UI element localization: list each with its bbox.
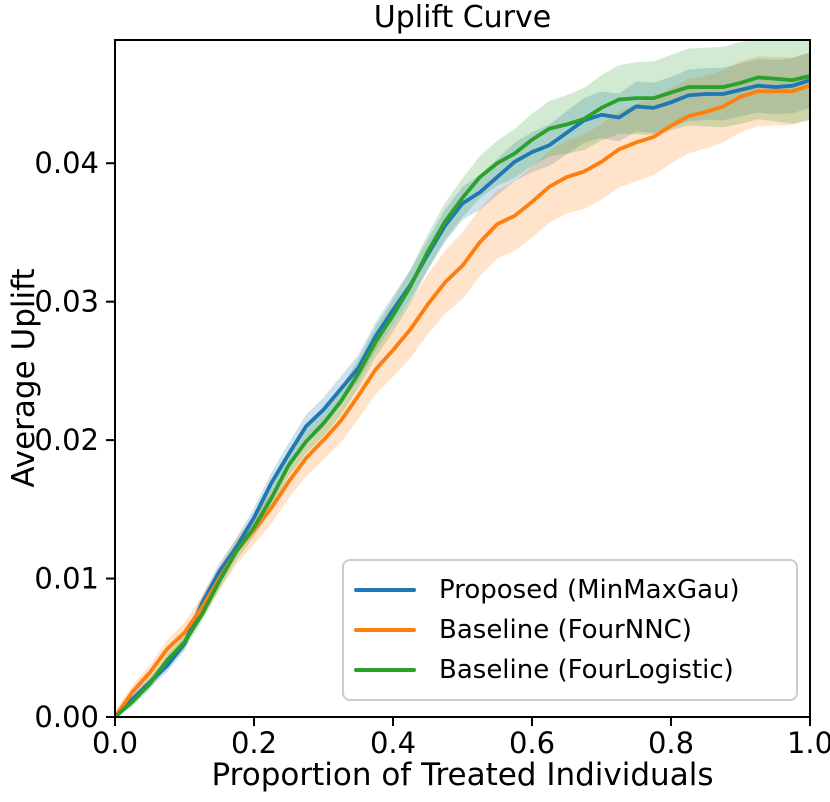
legend-item-proposed-minmaxgau: Proposed (MinMaxGau) bbox=[354, 575, 790, 605]
axes-spines bbox=[114, 39, 811, 718]
x-tick-label: 0.6 bbox=[509, 726, 555, 760]
x-tick-label: 0.0 bbox=[92, 726, 138, 760]
legend-item-baseline-fourlogistic: Baseline (FourLogistic) bbox=[354, 655, 790, 685]
series-line-0 bbox=[115, 78, 810, 717]
x-tick-label: 0.4 bbox=[370, 726, 416, 760]
y-tick-label: 0.04 bbox=[34, 146, 99, 180]
y-tick-label: 0.02 bbox=[34, 423, 99, 457]
x-axis-label: Proportion of Treated Individuals bbox=[211, 757, 714, 793]
legend-label-proposed-minmaxgau: Proposed (MinMaxGau) bbox=[439, 575, 740, 605]
x-tick-label: 1.0 bbox=[787, 726, 830, 760]
legend-line-sample-green bbox=[354, 668, 416, 672]
legend-line-sample-blue bbox=[354, 588, 416, 592]
confidence-band-0 bbox=[115, 52, 810, 717]
y-tick-label: 0.00 bbox=[34, 700, 99, 734]
y-tick-label: 0.03 bbox=[34, 285, 99, 319]
y-tick-label: 0.01 bbox=[34, 562, 99, 596]
series-line-2 bbox=[115, 74, 810, 717]
y-axis-label: Average Uplift bbox=[6, 268, 42, 488]
confidence-band-2 bbox=[115, 40, 810, 717]
x-tick-label: 0.2 bbox=[231, 726, 277, 760]
legend-line-sample-orange bbox=[354, 628, 416, 632]
x-tick-label: 0.8 bbox=[648, 726, 694, 760]
legend: Proposed (MinMaxGau) Baseline (FourNNC) … bbox=[342, 559, 798, 701]
legend-label-baseline-fournnc: Baseline (FourNNC) bbox=[439, 615, 692, 645]
confidence-band-1 bbox=[115, 52, 810, 717]
legend-item-baseline-fournnc: Baseline (FourNNC) bbox=[354, 615, 790, 645]
chart-title: Uplift Curve bbox=[373, 0, 552, 35]
legend-label-baseline-fourlogistic: Baseline (FourLogistic) bbox=[439, 655, 734, 685]
